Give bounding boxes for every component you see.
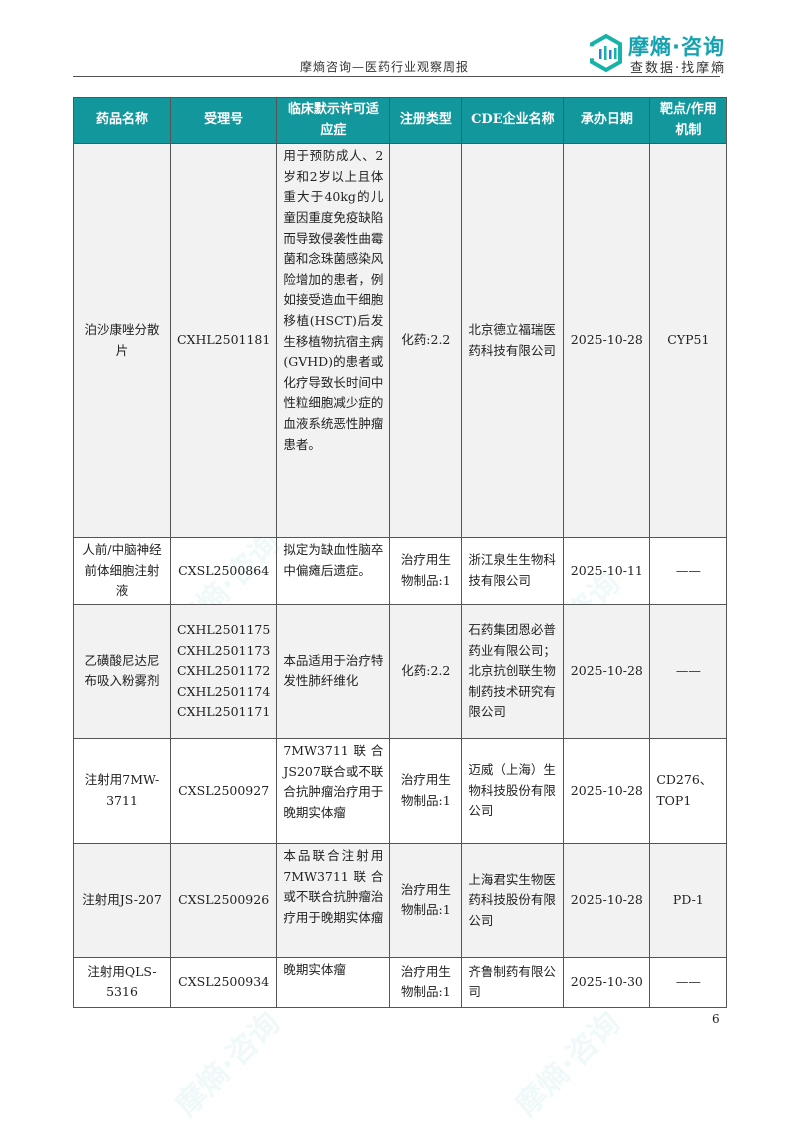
logo-hexagon-icon: [590, 33, 622, 73]
logo-slogan: 查数据·找摩熵: [630, 61, 727, 76]
column-header: 药品名称: [73, 96, 171, 145]
column-header: 受理号: [169, 96, 278, 145]
company: 上海君实生物医药科技股份有限公司: [461, 842, 565, 958]
indication: 本品联合注射用7MW3711联合或不联合抗肿瘤治疗用于晚期实体瘤: [276, 842, 391, 958]
registration-type: 化药:2.2: [389, 603, 463, 739]
column-header: 承办日期: [563, 96, 651, 145]
date: 2025-10-28: [563, 842, 651, 958]
drug-name: 注射用7MW-3711: [73, 737, 171, 844]
acceptance-number: CXSL2500864: [169, 537, 278, 605]
table-row: 注射用JS-207 CXSL2500926 本品联合注射用7MW3711联合或不…: [73, 842, 728, 958]
table-row: 泊沙康唑分散片 CXHL2501181 用于预防成人、2岁和2岁以上且体重大于4…: [73, 143, 728, 539]
acceptance-number: CXHL2501175 CXHL2501173 CXHL2501172 CXHL…: [169, 603, 278, 739]
indication: 7MW3711联合JS207联合或不联合抗肿瘤治疗用于晚期实体瘤: [276, 737, 391, 844]
column-header: 临床默示许可适应症: [276, 96, 391, 145]
indication: 晚期实体瘤: [276, 956, 391, 1008]
acceptance-number: CXSL2500927: [169, 737, 278, 844]
company: 北京德立福瑞医药科技有限公司: [461, 143, 565, 539]
company: 齐鲁制药有限公司: [461, 956, 565, 1008]
registration-type: 治疗用生物制品:1: [389, 537, 463, 605]
registration-type: 治疗用生物制品:1: [389, 956, 463, 1008]
company: 石药集团恩必普药业有限公司；北京抗创联生物制药技术研究有限公司: [461, 603, 565, 739]
logo-main-text: 摩熵·咨询: [628, 35, 725, 59]
column-header: 靶点/作用机制: [649, 96, 728, 145]
column-header: CDE企业名称: [461, 96, 565, 145]
date: 2025-10-30: [563, 956, 651, 1008]
watermark: 摩熵·咨询: [509, 1005, 628, 1122]
drug-table: 药品名称 受理号 临床默示许可适应症 注册类型 CDE企业名称 承办日期 靶点/…: [73, 96, 728, 1008]
target: PD-1: [649, 842, 728, 958]
drug-name: 乙磺酸尼达尼布吸入粉雾剂: [73, 603, 171, 739]
target: ——: [649, 603, 728, 739]
column-header: 注册类型: [389, 96, 463, 145]
drug-name: 注射用QLS-5316: [73, 956, 171, 1008]
page-number: 6: [712, 1012, 720, 1026]
acceptance-number: CXSL2500934: [169, 956, 278, 1008]
brand-logo: 摩熵·咨询 查数据·找摩熵: [588, 33, 728, 76]
report-title: 摩熵咨询—医药行业观察周报: [300, 60, 470, 74]
registration-type: 治疗用生物制品:1: [389, 842, 463, 958]
indication: 本品适用于治疗特发性肺纤维化: [276, 603, 391, 739]
drug-name: 泊沙康唑分散片: [73, 143, 171, 539]
acceptance-number: CXSL2500926: [169, 842, 278, 958]
company: 浙江泉生生物科技有限公司: [461, 537, 565, 605]
date: 2025-10-28: [563, 143, 651, 539]
acceptance-number: CXHL2501181: [169, 143, 278, 539]
indication: 拟定为缺血性脑卒中偏瘫后遗症。: [276, 537, 391, 605]
company: 迈威（上海）生物科技股份有限公司: [461, 737, 565, 844]
watermark: 摩熵·咨询: [169, 1005, 288, 1122]
indication: 用于预防成人、2岁和2岁以上且体重大于40kg的儿童因重度免疫缺陷而导致侵袭性曲…: [276, 143, 391, 539]
table-row: 乙磺酸尼达尼布吸入粉雾剂 CXHL2501175 CXHL2501173 CXH…: [73, 603, 728, 739]
date: 2025-10-28: [563, 603, 651, 739]
table-row: 人前/中脑神经前体细胞注射液 CXSL2500864 拟定为缺血性脑卒中偏瘫后遗…: [73, 537, 728, 605]
date: 2025-10-11: [563, 537, 651, 605]
table-header-row: 药品名称 受理号 临床默示许可适应症 注册类型 CDE企业名称 承办日期 靶点/…: [73, 96, 728, 145]
table-row: 注射用QLS-5316 CXSL2500934 晚期实体瘤 治疗用生物制品:1 …: [73, 956, 728, 1008]
registration-type: 治疗用生物制品:1: [389, 737, 463, 844]
drug-name: 人前/中脑神经前体细胞注射液: [73, 537, 171, 605]
registration-type: 化药:2.2: [389, 143, 463, 539]
target: ——: [649, 537, 728, 605]
target: CYP51: [649, 143, 728, 539]
table-row: 注射用7MW-3711 CXSL2500927 7MW3711联合JS207联合…: [73, 737, 728, 844]
date: 2025-10-28: [563, 737, 651, 844]
header-divider: [73, 76, 720, 77]
target: ——: [649, 956, 728, 1008]
target: CD276、TOP1: [649, 737, 728, 844]
drug-name: 注射用JS-207: [73, 842, 171, 958]
